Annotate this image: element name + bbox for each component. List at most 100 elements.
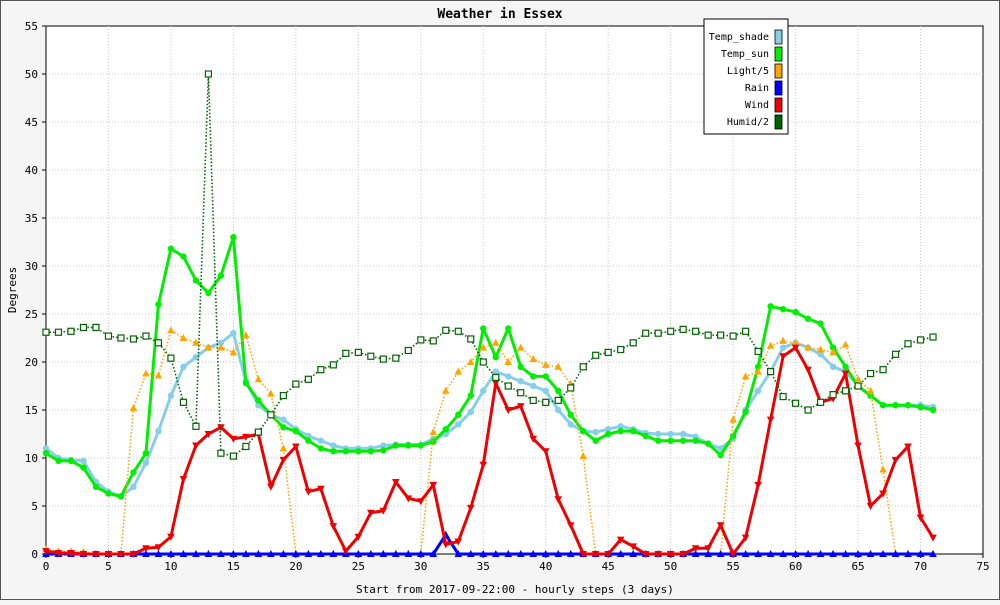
data-point-temp-sun — [779, 306, 787, 313]
data-point-wind — [741, 534, 750, 542]
plot-area — [45, 25, 984, 555]
data-point-temp-shade — [80, 457, 87, 465]
data-point-wind — [604, 551, 612, 558]
data-point-humid-2 — [492, 373, 500, 381]
data-point-humid-2 — [816, 398, 825, 406]
data-point-rain — [329, 550, 338, 557]
data-point-rain — [491, 550, 500, 557]
data-point-temp-sun — [629, 427, 637, 435]
data-point-humid-2 — [717, 331, 725, 339]
data-point-wind — [429, 481, 438, 489]
x-axis-label: Start from 2017-09-22:00 - hourly steps … — [356, 583, 674, 596]
data-point-wind — [916, 514, 925, 522]
data-point-humid-2 — [379, 355, 387, 363]
data-point-humid-2 — [916, 336, 925, 344]
data-point-wind — [666, 551, 675, 558]
y-tick-label: 15 — [25, 404, 38, 417]
axis-ticks: 0 5 10 15 20 25 30 35 40 45 50 55 60 65 70 75 0 5 10 15 20 25… — [25, 20, 990, 573]
data-point-light-5 — [154, 371, 163, 379]
data-point-wind — [379, 507, 388, 515]
x-tick-label: 0 — [43, 560, 50, 573]
data-point-temp-shade — [155, 427, 162, 435]
data-point-light-5 — [479, 343, 488, 351]
data-point-temp-sun — [555, 387, 562, 394]
data-point-temp-sun — [530, 373, 537, 380]
data-point-wind — [479, 461, 488, 469]
data-point-wind — [367, 509, 375, 517]
y-tick-label: 40 — [25, 164, 38, 177]
data-point-humid-2 — [479, 358, 487, 366]
data-point-temp-shade — [42, 445, 50, 452]
data-point-temp-shade — [754, 387, 762, 394]
data-point-temp-shade — [305, 432, 312, 440]
data-point-temp-sun — [492, 354, 499, 361]
data-point-humid-2 — [929, 333, 937, 341]
data-point-humid-2 — [404, 346, 412, 355]
data-point-temp-sun — [180, 253, 187, 260]
data-point-temp-shade — [530, 382, 537, 390]
data-point-light-5 — [579, 452, 588, 460]
data-point-rain — [142, 550, 150, 557]
data-point-temp-sun — [580, 427, 587, 435]
data-point-light-5 — [766, 341, 775, 349]
data-point-rain — [404, 550, 413, 557]
series-line-humid-2 — [46, 73, 934, 457]
data-point-wind — [491, 380, 500, 388]
data-point-temp-sun — [592, 437, 599, 444]
data-point-rain — [304, 550, 313, 557]
data-point-wind — [766, 416, 775, 424]
data-point-wind — [554, 496, 563, 504]
x-tick-label: 75 — [976, 560, 989, 573]
data-point-temp-shade — [817, 351, 824, 358]
data-point-temp-shade — [217, 339, 225, 346]
data-point-humid-2 — [317, 366, 325, 374]
data-point-temp-sun — [230, 234, 237, 241]
y-tick-label: 30 — [25, 260, 38, 273]
data-point-temp-sun — [605, 430, 612, 438]
data-point-temp-sun — [205, 289, 212, 297]
data-point-humid-2 — [879, 366, 887, 374]
data-point-humid-2 — [367, 352, 375, 360]
data-point-temp-shade — [192, 354, 200, 361]
data-point-humid-2 — [417, 336, 425, 344]
data-point-wind — [541, 448, 550, 456]
data-point-temp-sun — [767, 303, 774, 310]
data-point-temp-sun — [42, 450, 50, 457]
data-point-temp-shade — [517, 378, 524, 385]
data-point-temp-sun — [904, 402, 912, 409]
data-point-humid-2 — [204, 70, 213, 78]
legend: Temp_shade Temp_sun Light/5 Rain Wind Humid/2 — [703, 18, 789, 135]
data-point-temp-shade — [555, 406, 562, 414]
data-point-humid-2 — [854, 382, 862, 390]
data-point-light-5 — [204, 343, 213, 351]
data-point-wind — [579, 551, 588, 558]
data-point-temp-shade — [679, 430, 687, 438]
series-layer — [42, 70, 937, 558]
x-tick-label: 60 — [789, 560, 802, 573]
data-point-humid-2 — [642, 329, 650, 337]
data-point-wind — [516, 403, 525, 411]
data-point-temp-sun — [280, 424, 287, 431]
data-point-rain — [392, 550, 400, 557]
data-point-temp-sun — [442, 426, 449, 433]
data-point-temp-shade — [480, 387, 487, 394]
data-point-wind — [841, 370, 850, 378]
data-point-temp-sun — [55, 457, 62, 465]
data-point-temp-sun — [417, 442, 424, 449]
data-point-wind — [92, 551, 100, 558]
data-point-light-5 — [829, 348, 837, 356]
data-point-temp-sun — [192, 277, 200, 284]
data-point-wind — [929, 534, 937, 542]
data-point-humid-2 — [342, 349, 350, 357]
y-tick-label: 25 — [25, 308, 38, 321]
data-point-rain — [779, 550, 787, 557]
data-point-temp-shade — [230, 330, 237, 337]
data-point-temp-shade — [667, 430, 674, 438]
data-point-wind — [242, 433, 250, 441]
data-point-light-5 — [242, 331, 250, 339]
data-point-wind — [641, 551, 650, 558]
data-point-wind — [142, 545, 150, 553]
data-point-temp-sun — [330, 448, 337, 455]
data-point-rain — [292, 550, 300, 557]
data-point-light-5 — [142, 369, 150, 377]
